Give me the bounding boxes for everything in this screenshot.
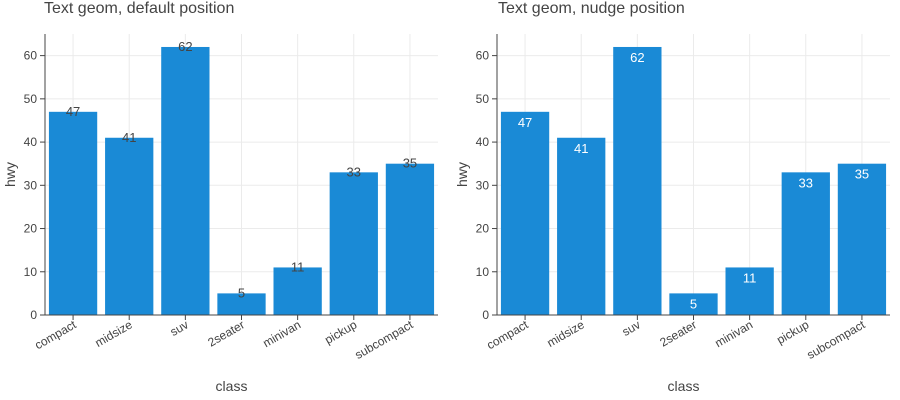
x-tick-label: pickup — [774, 317, 811, 347]
data-label: 11 — [743, 270, 757, 285]
bar-minivan — [273, 267, 322, 315]
y-tick-label: 60 — [24, 49, 38, 63]
y-tick-label: 20 — [476, 222, 490, 236]
bar-chart-default: 0 10 20 30 40 50 60 47 41 62 5 11 33 35 compact midsize… — [2, 34, 438, 394]
chart-title: Text geom, default position — [44, 0, 235, 17]
bar-suv — [161, 46, 210, 315]
data-label: 62 — [630, 50, 644, 65]
x-tick-label: midsize — [92, 317, 135, 350]
data-label: 5 — [238, 285, 245, 300]
x-tick-label: midsize — [544, 317, 587, 350]
x-tick-label: compact — [484, 317, 531, 352]
chart-panel-default: Text geom, default position 0 10 20 30 40 50 6… — [2, 0, 438, 394]
bar-compact — [500, 111, 550, 315]
data-label: 33 — [347, 164, 361, 179]
bar-minivan — [725, 267, 774, 315]
data-label: 41 — [574, 141, 588, 156]
chart-panel-nudge: Text geom, nudge position 0 10 20 30 40 50 60 4… — [452, 0, 900, 400]
x-tick-label: suv — [168, 317, 191, 338]
x-axis-title: class — [216, 378, 248, 394]
y-tick-label: 20 — [24, 222, 38, 236]
x-tick-label: 2seater — [657, 317, 699, 349]
bar-subcompact — [837, 163, 887, 315]
bar-subcompact — [385, 163, 435, 315]
data-label: 47 — [66, 104, 80, 119]
y-tick-label: 10 — [476, 265, 490, 279]
y-tick-label: 40 — [476, 135, 490, 149]
x-tick-label: compact — [32, 317, 79, 352]
data-label: 35 — [403, 156, 417, 171]
y-tick-label: 30 — [476, 178, 490, 192]
data-label: 41 — [122, 130, 136, 145]
bar-midsize — [557, 137, 606, 315]
bar-compact — [48, 111, 98, 315]
y-tick-label: 50 — [476, 92, 490, 106]
data-label: 5 — [690, 296, 697, 311]
bar-2seater — [669, 293, 718, 315]
x-tick-label: minivan — [712, 317, 755, 350]
bar-pickup — [781, 172, 830, 315]
x-tick-label: suv — [620, 317, 643, 338]
x-tick-label: 2seater — [205, 317, 247, 349]
data-label: 62 — [178, 39, 192, 54]
y-tick-label: 10 — [24, 265, 38, 279]
data-label: 11 — [291, 259, 305, 274]
chart-title: Text geom, nudge position — [498, 0, 685, 17]
bar-midsize — [105, 137, 154, 315]
y-tick-label: 60 — [476, 49, 490, 63]
x-tick-label: minivan — [260, 317, 303, 350]
y-tick-label: 0 — [482, 308, 489, 322]
x-tick-label: subcompact — [352, 317, 416, 362]
x-tick-label: pickup — [322, 317, 359, 347]
y-tick-label: 0 — [30, 308, 37, 322]
y-tick-label: 50 — [24, 92, 38, 106]
bar-chart-nudge: 0 10 20 30 40 50 60 47 41 62 5 11 33 35 compact midsize… — [454, 34, 890, 394]
bar-suv — [613, 46, 662, 315]
y-tick-label: 40 — [24, 135, 38, 149]
y-tick-label: 30 — [24, 178, 38, 192]
bar-pickup — [329, 172, 378, 315]
data-label: 33 — [799, 175, 813, 190]
data-label: 35 — [855, 167, 869, 182]
bar-2seater — [217, 293, 266, 315]
y-axis-title: hwy — [454, 162, 470, 187]
data-label: 47 — [518, 115, 532, 130]
x-axis-title: class — [668, 378, 700, 394]
y-axis-title: hwy — [2, 162, 18, 187]
x-tick-label: subcompact — [804, 317, 868, 362]
